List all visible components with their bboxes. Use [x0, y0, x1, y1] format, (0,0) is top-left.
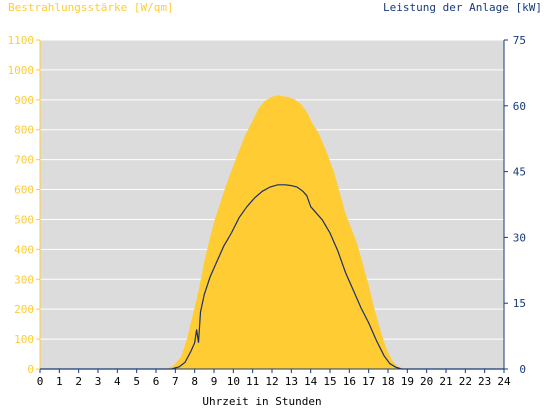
x-tick-label: 24 — [497, 375, 511, 388]
right-y-tick-label: 60 — [513, 100, 526, 113]
x-tick-label: 17 — [362, 375, 375, 388]
left-y-tick-label: 1100 — [8, 34, 35, 47]
x-tick-label: 8 — [191, 375, 198, 388]
left-y-tick-label: 800 — [14, 124, 34, 137]
right-axis-title: Leistung der Anlage [kW] — [383, 1, 542, 14]
x-tick-label: 7 — [172, 375, 179, 388]
x-tick-label: 22 — [459, 375, 472, 388]
x-tick-label: 12 — [265, 375, 278, 388]
left-y-tick-label: 300 — [14, 273, 34, 286]
x-tick-label: 4 — [114, 375, 121, 388]
right-y-tick-label: 30 — [513, 231, 526, 244]
left-y-tick-label: 700 — [14, 154, 34, 167]
left-y-tick-label: 200 — [14, 303, 34, 316]
x-tick-label: 13 — [285, 375, 298, 388]
left-y-tick-label: 900 — [14, 94, 34, 107]
irradiance-area — [40, 95, 504, 370]
left-y-tick-label: 400 — [14, 243, 34, 256]
x-tick-label: 21 — [439, 375, 452, 388]
x-tick-label: 0 — [37, 375, 44, 388]
right-y-tick-label: 15 — [513, 297, 526, 310]
left-axis-title: Bestrahlungsstärke [W/qm] — [8, 1, 174, 14]
right-y-tick-label: 75 — [513, 34, 526, 47]
x-tick-label: 5 — [133, 375, 140, 388]
power-line — [40, 184, 504, 370]
x-tick-label: 2 — [75, 375, 82, 388]
x-tick-label: 19 — [401, 375, 414, 388]
left-y-tick-label: 100 — [14, 333, 34, 346]
x-tick-label: 1 — [56, 375, 63, 388]
x-tick-label: 15 — [323, 375, 336, 388]
left-y-tick-label: 500 — [14, 213, 34, 226]
x-tick-label: 20 — [420, 375, 433, 388]
left-y-tick-label: 1000 — [8, 64, 35, 77]
x-tick-label: 14 — [304, 375, 318, 388]
x-tick-label: 6 — [153, 375, 160, 388]
x-tick-label: 3 — [95, 375, 102, 388]
x-tick-label: 16 — [343, 375, 356, 388]
x-tick-label: 23 — [478, 375, 491, 388]
right-y-tick-label: 45 — [513, 166, 526, 179]
x-tick-label: 11 — [246, 375, 259, 388]
left-y-tick-label: 0 — [27, 363, 34, 376]
x-tick-label: 18 — [381, 375, 394, 388]
right-y-tick-label: 0 — [519, 363, 526, 376]
right-y-ticks: 0 15 30 45 60 75 — [504, 34, 526, 376]
left-y-ticks: 0 100 200 300 400 500 600 700 800 900 1000 1100 — [8, 34, 40, 376]
x-ticks: 0 1 2 3 4 5 6 7 8 9 10 11 12 13 14 15 16 17 18 19 20 21 22 23 24 — [37, 369, 511, 388]
x-tick-label: 9 — [211, 375, 218, 388]
left-y-tick-label: 600 — [14, 184, 34, 197]
x-axis-title: Uhrzeit in Stunden — [202, 395, 321, 408]
x-tick-label: 10 — [227, 375, 240, 388]
